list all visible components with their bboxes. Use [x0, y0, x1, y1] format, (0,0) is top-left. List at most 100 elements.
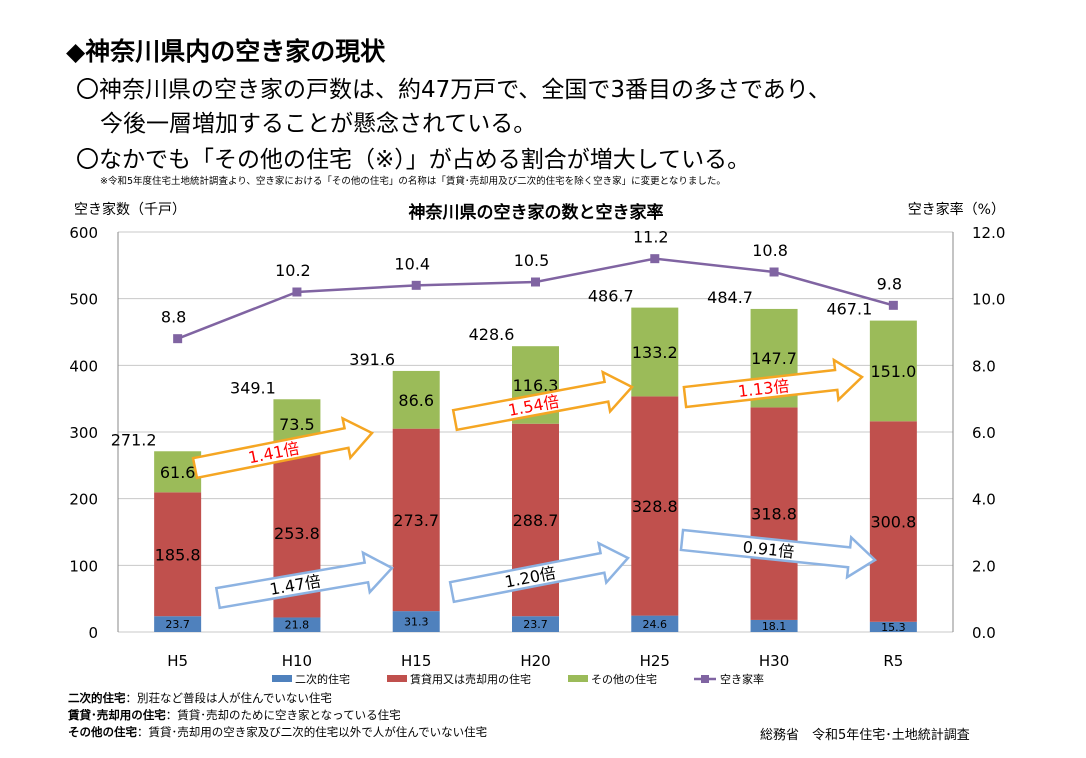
y-axis-label: 空き家数（千戸） — [74, 201, 186, 218]
bar-segment — [392, 611, 440, 632]
y2-tick-label: 0.0 — [972, 624, 996, 642]
bar-segment — [869, 621, 917, 632]
bar-value-label: 24.6 — [643, 618, 668, 631]
rate-value-label: 10.5 — [514, 251, 550, 270]
bullet-line-3: 〇なかでも「その他の住宅（※）」が占める割合が増大している。 — [76, 147, 751, 173]
ratio-arrow: 1.47倍 — [214, 550, 395, 610]
arrow-shape — [682, 357, 865, 409]
bar-value-label: 328.8 — [632, 497, 678, 516]
y-tick-label: 300 — [69, 424, 98, 442]
rate-point — [292, 287, 302, 297]
legend-swatch — [272, 675, 292, 682]
bar-segment — [631, 307, 679, 397]
rate-value-label: 10.4 — [394, 254, 430, 273]
bullet-line-2: 今後一層増加することが懸念されている。 — [100, 111, 537, 137]
bar-segment — [392, 370, 440, 429]
bar-total-label: 467.1 — [826, 300, 872, 319]
legend-marker — [701, 675, 709, 683]
rate-value-label: 9.8 — [877, 274, 902, 293]
bar-value-label: 288.7 — [513, 511, 559, 530]
bar-segment — [154, 616, 202, 632]
definitions: 二次的住宅：別荘など普段は人が住んでいない住宅 賃貸･売却用の住宅：賃貸･売却の… — [68, 690, 487, 741]
bar-value-label: 273.7 — [393, 511, 439, 530]
bar-total-label: 484.7 — [707, 288, 753, 307]
arrow-shape — [448, 541, 631, 604]
footnote: ※令和5年度住宅土地統計調査より、空き家における「その他の住宅」の名称は「賃貸･… — [100, 176, 726, 187]
bar-segment — [273, 617, 321, 632]
arrow-shape — [214, 550, 395, 610]
legend-label: 空き家率 — [720, 672, 764, 686]
legend-swatch — [387, 675, 407, 682]
bar-segment — [869, 421, 917, 622]
bar-segment — [392, 428, 440, 612]
bar-value-label: 18.1 — [762, 620, 787, 633]
bar-value-label: 61.6 — [160, 463, 196, 482]
rate-value-label: 10.2 — [275, 261, 311, 280]
bar-total-label: 428.6 — [469, 325, 515, 344]
x-tick-label: H15 — [401, 652, 431, 670]
slide-heading: ◆神奈川県内の空き家の現状 — [66, 37, 386, 66]
y-tick-label: 600 — [69, 224, 98, 242]
y2-tick-label: 8.0 — [972, 357, 996, 375]
legend-label: 賃貸用又は売却用の住宅 — [410, 672, 531, 686]
bar-segment — [154, 492, 202, 617]
rate-value-label: 8.8 — [161, 308, 186, 327]
legend-label: その他の住宅 — [591, 672, 657, 686]
chart-title: 神奈川県の空き家の数と空き家率 — [409, 202, 664, 223]
x-tick-label: H5 — [167, 652, 188, 670]
bar-segment — [869, 320, 917, 422]
legend-label: 二次的住宅 — [295, 672, 350, 686]
bar-value-label: 318.8 — [751, 505, 797, 524]
bar-value-label: 300.8 — [870, 513, 916, 532]
y2-tick-label: 4.0 — [972, 491, 996, 509]
bar-segment — [750, 407, 798, 620]
arrow-shape — [451, 369, 635, 432]
bar-value-label: 21.8 — [285, 619, 310, 632]
bar-total-label: 349.1 — [230, 378, 276, 397]
bar-value-label: 133.2 — [632, 343, 678, 362]
x-tick-label: H30 — [759, 652, 789, 670]
ratio-arrow: 0.91倍 — [679, 528, 878, 580]
bar-value-label: 31.3 — [404, 616, 429, 629]
bar-segment — [631, 615, 679, 632]
bar-segment — [750, 619, 798, 632]
x-tick-label: H25 — [640, 652, 670, 670]
bar-segment — [631, 396, 679, 616]
rate-point — [411, 280, 421, 290]
arrow-shape — [679, 528, 878, 580]
arrow-shape — [191, 416, 375, 480]
rate-point — [173, 334, 183, 344]
y-tick-label: 100 — [69, 557, 98, 575]
bar-value-label: 23.7 — [165, 618, 190, 631]
bar-value-label: 147.7 — [751, 349, 797, 368]
y2-tick-label: 12.0 — [972, 224, 1005, 242]
bar-value-label: 15.3 — [881, 621, 906, 634]
bar-value-label: 151.0 — [870, 362, 916, 381]
rate-point — [769, 267, 779, 277]
bar-value-label: 116.3 — [513, 376, 559, 395]
definition-1: 二次的住宅：別荘など普段は人が住んでいない住宅 — [68, 691, 332, 705]
legend-swatch — [568, 675, 588, 682]
x-tick-label: H10 — [282, 652, 312, 670]
bar-value-label: 73.5 — [279, 415, 315, 434]
rate-value-label: 11.2 — [633, 228, 669, 247]
y-tick-label: 200 — [69, 491, 98, 509]
rate-point — [888, 300, 898, 310]
bar-total-label: 486.7 — [588, 287, 634, 306]
x-tick-label: H20 — [520, 652, 550, 670]
bullet-line-1: 〇神奈川県の空き家の戸数は、約47万戸で、全国で3番目の多さであり、 — [76, 77, 831, 103]
bar-value-label: 253.8 — [274, 524, 320, 543]
definition-2: 賃貸･売却用の住宅：賃貸･売却のために空き家となっている住宅 — [68, 708, 401, 722]
source: 総務省 令和5年住宅･土地統計調査 — [760, 728, 970, 743]
bar-value-label: 86.6 — [398, 391, 434, 410]
rate-point — [650, 254, 660, 264]
definition-3: その他の住宅：賃貸･売却用の空き家及び二次的住宅以外で人が住んでいない住宅 — [68, 725, 488, 739]
rate-value-label: 10.8 — [752, 241, 788, 260]
bar-total-label: 271.2 — [111, 430, 157, 449]
y2-axis-label: 空き家率（%） — [908, 201, 1005, 218]
y-tick-label: 500 — [69, 291, 98, 309]
y-tick-label: 0 — [88, 624, 98, 642]
ratio-arrow: 1.13倍 — [682, 357, 865, 409]
